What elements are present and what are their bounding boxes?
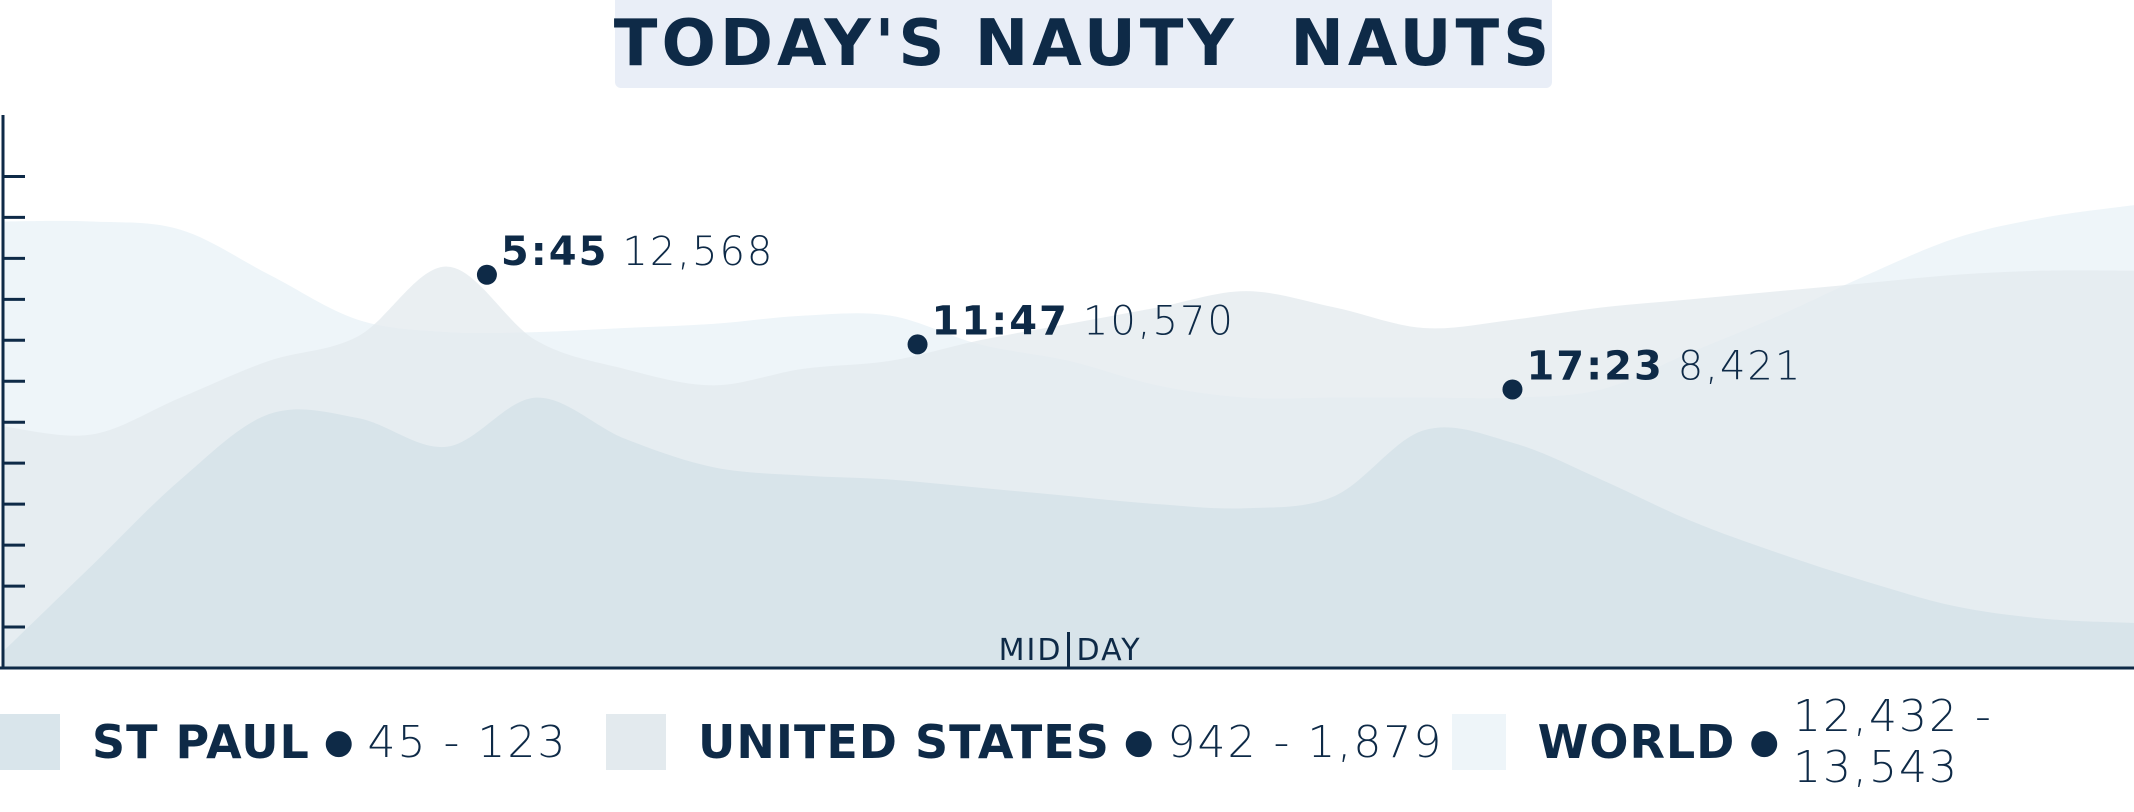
- legend-swatch-st-paul: [0, 714, 60, 770]
- legend-item-united-states: UNITED STATES ● 942 - 1,879: [606, 712, 1443, 772]
- legend-bullet: ●: [1749, 722, 1780, 762]
- annotation-value: 12,568: [622, 229, 774, 275]
- legend-range: 45 - 123: [367, 716, 568, 768]
- legend-swatch-united-states: [606, 714, 666, 770]
- x-axis-label-left: MID: [999, 633, 1063, 668]
- legend-range: 942 - 1,879: [1167, 716, 1444, 768]
- area-series-st-paul: [3, 397, 2134, 668]
- legend-name: WORLD: [1537, 715, 1736, 769]
- legend-item-st-paul: ST PAUL ● 45 - 123: [0, 712, 567, 772]
- legend-bullet: ●: [323, 722, 354, 762]
- annotation-point-1: [907, 334, 928, 355]
- legend-name: ST PAUL: [92, 715, 310, 769]
- annotation-label-1: 11:47 10,570: [932, 298, 1235, 344]
- annotation-value: 8,421: [1678, 343, 1803, 389]
- legend-range: 12,432 - 13,543: [1793, 691, 1993, 793]
- x-axis-label-right: DAY: [1077, 633, 1142, 668]
- annotation-point-0: [476, 264, 497, 285]
- chart-title: TODAY'S NAUTY NAUTS: [613, 7, 1554, 81]
- chart-title-box: TODAY'S NAUTY NAUTS: [613, 0, 1554, 88]
- annotation-label-0: 5:45 12,568: [501, 229, 774, 275]
- annotation-point-2: [1502, 379, 1523, 400]
- annotation-time: 5:45: [501, 229, 608, 275]
- legend-bullet: ●: [1123, 722, 1154, 762]
- annotation-time: 11:47: [932, 298, 1069, 344]
- annotation-time: 17:23: [1526, 343, 1663, 389]
- area-chart: MID DAY 5:45 12,568 11:47 10,570 17:23 8,421: [0, 115, 2134, 670]
- legend-item-world: WORLD ● 12,432 - 13,543: [1452, 691, 2134, 793]
- legend-swatch-world: [1452, 714, 1506, 770]
- legend-name: UNITED STATES: [698, 715, 1110, 769]
- annotation-label-2: 17:23 8,421: [1526, 343, 1802, 389]
- annotation-value: 10,570: [1083, 298, 1235, 344]
